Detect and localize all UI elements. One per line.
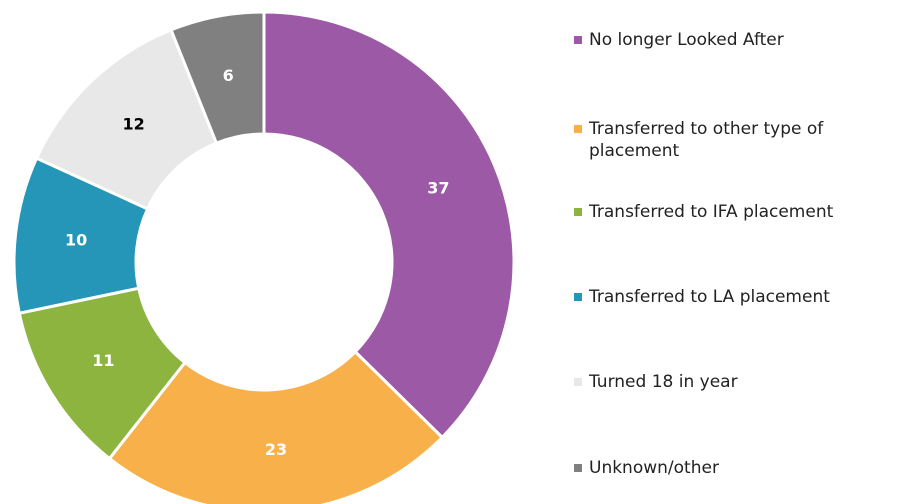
legend-label: Transferred to LA placement xyxy=(589,287,830,307)
legend-item: Unknown/other xyxy=(574,457,904,479)
legend-item: No longer Looked After xyxy=(574,29,904,51)
legend-item: Transferred to IFA placement xyxy=(574,201,904,223)
legend-label: No longer Looked After xyxy=(589,30,784,50)
legend-swatch xyxy=(574,36,582,44)
donut-segment xyxy=(107,349,445,504)
data-label: 37 xyxy=(427,178,449,197)
legend-label: Unknown/other xyxy=(589,458,719,478)
legend-item: Turned 18 in year xyxy=(574,371,904,393)
data-label: 10 xyxy=(65,231,87,250)
donut-segment xyxy=(262,10,516,440)
legend-item: Transferred to other type of placement xyxy=(574,118,904,162)
data-label: 12 xyxy=(122,115,144,134)
legend-item: Transferred to LA placement xyxy=(574,286,904,308)
donut-segment xyxy=(169,10,266,146)
legend-label: Transferred to other type of placement xyxy=(589,119,824,161)
donut: 37 23 11 10 12 6 xyxy=(12,10,516,504)
data-label: 6 xyxy=(223,66,234,85)
legend-swatch xyxy=(574,125,582,133)
data-label: 11 xyxy=(92,351,114,370)
data-label: 23 xyxy=(265,440,287,459)
legend-swatch xyxy=(574,378,582,386)
legend-swatch xyxy=(574,464,582,472)
legend-swatch xyxy=(574,293,582,301)
legend-label: Turned 18 in year xyxy=(589,372,738,392)
legend-swatch xyxy=(574,208,582,216)
legend-label: Transferred to IFA placement xyxy=(589,202,834,222)
